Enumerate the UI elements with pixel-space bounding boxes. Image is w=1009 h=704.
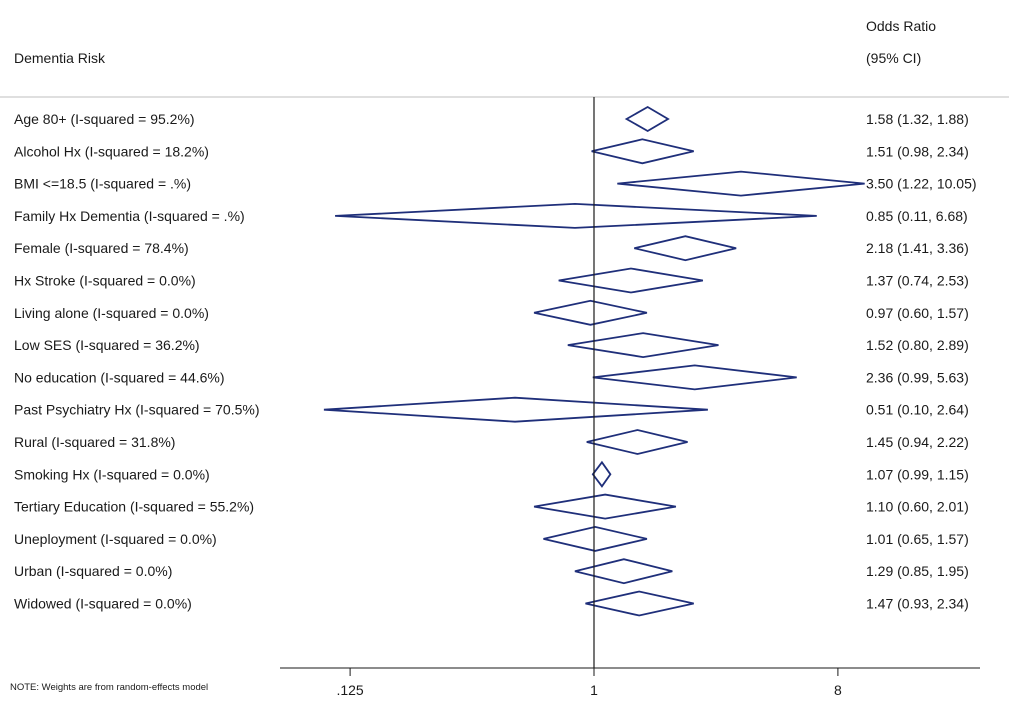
row-label: Urban (I-squared = 0.0%) — [14, 563, 172, 579]
ci-diamond — [634, 235, 737, 262]
ci-diamond — [591, 138, 694, 165]
row-label: Age 80+ (I-squared = 95.2%) — [14, 111, 195, 127]
row-label: Hx Stroke (I-squared = 0.0%) — [14, 273, 196, 289]
ci-diamond — [543, 525, 648, 552]
row-estimate: 1.52 (0.80, 2.89) — [866, 337, 969, 353]
row-label: Rural (I-squared = 31.8%) — [14, 434, 175, 450]
row-label: Living alone (I-squared = 0.0%) — [14, 305, 209, 321]
row-label: Tertiary Education (I-squared = 55.2%) — [14, 499, 254, 515]
row-estimate: 1.47 (0.93, 2.34) — [866, 596, 969, 612]
row-estimate: 0.85 (0.11, 6.68) — [866, 208, 968, 224]
ci-diamond — [624, 105, 670, 133]
row-estimate: 1.01 (0.65, 1.57) — [866, 531, 969, 547]
row-label: BMI <=18.5 (I-squared = .%) — [14, 176, 191, 192]
row-estimate: 1.29 (0.85, 1.95) — [866, 563, 969, 579]
row-label: Past Psychiatry Hx (I-squared = 70.5%) — [14, 402, 260, 418]
ci-diamond — [585, 590, 694, 617]
row-label: Uneployment (I-squared = 0.0%) — [14, 531, 217, 547]
row-estimate: 1.51 (0.98, 2.34) — [866, 143, 969, 159]
row-estimate: 2.36 (0.99, 5.63) — [866, 369, 969, 385]
ci-diamond — [591, 460, 612, 488]
ci-diamond — [533, 299, 648, 326]
x-axis: .125 1 8 — [280, 97, 980, 698]
row-estimate: 1.37 (0.74, 2.53) — [866, 273, 969, 289]
x-tick-label: .125 — [336, 682, 363, 698]
row-label: Widowed (I-squared = 0.0%) — [14, 596, 192, 612]
row-label: Smoking Hx (I-squared = 0.0%) — [14, 466, 210, 482]
footnote: NOTE: Weights are from random-effects mo… — [10, 682, 208, 693]
row-label: Alcohol Hx (I-squared = 18.2%) — [14, 143, 209, 159]
row-estimate: 1.10 (0.60, 2.01) — [866, 499, 969, 515]
ci-diamond — [586, 429, 688, 455]
value-header-line2: (95% CI) — [866, 50, 921, 66]
row-estimate: 1.07 (0.99, 1.15) — [866, 466, 969, 482]
row-estimate: 3.50 (1.22, 10.05) — [866, 176, 977, 192]
ci-diamond — [617, 170, 865, 197]
row-header: Dementia Risk — [14, 50, 106, 66]
ci-diamond — [567, 332, 719, 359]
ci-diamond — [323, 396, 708, 423]
ci-diamond — [574, 558, 673, 585]
ci-diamond — [335, 202, 817, 229]
ci-diamond — [533, 493, 677, 520]
row-estimate: 1.45 (0.94, 2.22) — [866, 434, 969, 450]
rows-group: Age 80+ (I-squared = 95.2%) 1.58 (1.32, 1… — [14, 105, 977, 617]
x-tick-label: 1 — [590, 682, 598, 698]
ci-diamond — [558, 267, 704, 294]
row-label: Female (I-squared = 78.4%) — [14, 240, 189, 256]
row-estimate: 2.18 (1.41, 3.36) — [866, 240, 969, 256]
ci-diamond — [592, 364, 797, 391]
x-tick-label: 8 — [834, 682, 842, 698]
row-label: No education (I-squared = 44.6%) — [14, 369, 225, 385]
row-estimate: 1.58 (1.32, 1.88) — [866, 111, 969, 127]
value-header-line1: Odds Ratio — [866, 18, 936, 34]
row-estimate: 0.51 (0.10, 2.64) — [866, 402, 969, 418]
row-estimate: 0.97 (0.60, 1.57) — [866, 305, 969, 321]
row-label: Low SES (I-squared = 36.2%) — [14, 337, 200, 353]
row-label: Family Hx Dementia (I-squared = .%) — [14, 208, 245, 224]
